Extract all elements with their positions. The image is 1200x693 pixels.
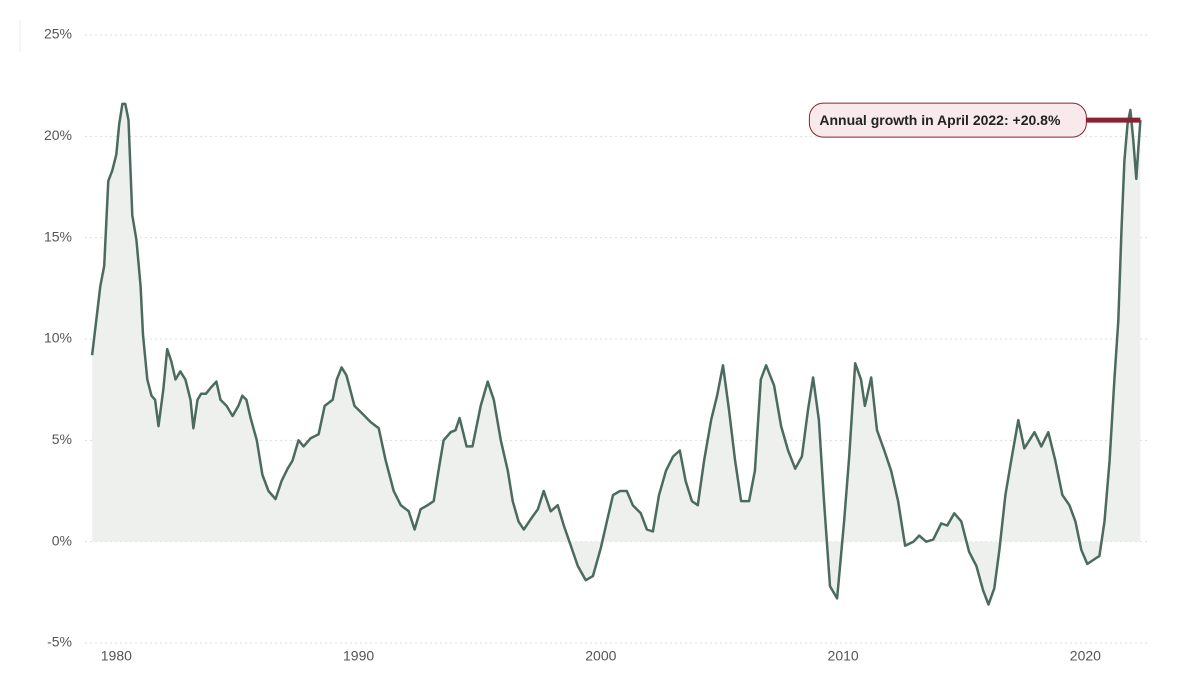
x-tick-label: 2020 (1070, 648, 1101, 664)
x-tick-label: 1980 (101, 648, 132, 664)
annotation-box (808, 102, 1087, 138)
x-tick-label: 2000 (585, 648, 616, 664)
y-tick-label: 15% (44, 228, 72, 244)
x-tick-label: 1990 (343, 648, 374, 664)
y-tick-label: 0% (52, 532, 72, 548)
line (90, 102, 1142, 606)
area (92, 103, 1141, 605)
x-tick-label: 2010 (828, 648, 859, 664)
y-tick-label: 10% (44, 330, 72, 346)
annotation-text: Annual growth in April 2022: +20.8% (819, 112, 1061, 128)
y-tick-label: 20% (44, 127, 72, 143)
y-tick-label: 25% (44, 26, 72, 42)
y-tick-label: -5% (47, 634, 72, 650)
y-tick-label: 5% (52, 431, 72, 447)
